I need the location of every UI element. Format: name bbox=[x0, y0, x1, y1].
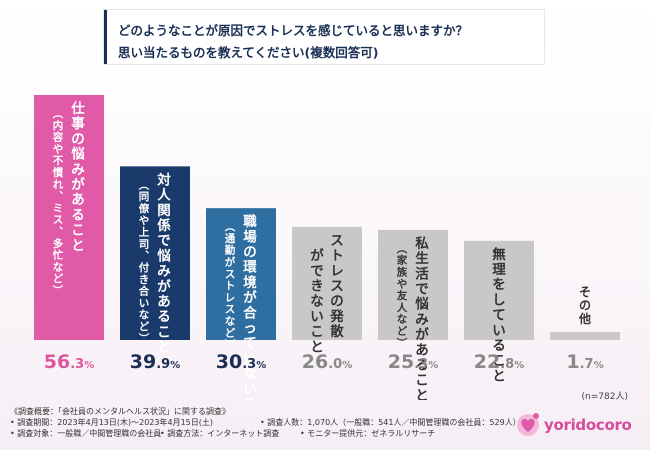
yoridocoro-logo: yoridocoro bbox=[514, 410, 644, 440]
title-box: どのようなことが原因でストレスを感じていると思いますか？ 思い当たるものを教えて… bbox=[104, 10, 544, 64]
bar-group-7: その他 1.7% bbox=[550, 285, 620, 373]
value-label-5: 25.3% bbox=[388, 351, 438, 373]
bar-label-7: その他 bbox=[578, 285, 591, 326]
bar-2 bbox=[120, 166, 190, 340]
footer-survey-count: • 調査人数：1,070人（一般職：541人／中間管理職の会社員：529人） bbox=[260, 418, 521, 427]
bar-label-5: 私生活で悩みがあること bbox=[415, 235, 429, 400]
value-label-2: 39.9% bbox=[130, 351, 180, 373]
bar-label-1: 仕事の悩みがあること bbox=[70, 100, 85, 254]
bar-group-3: 職場の環境が合っていないこと ︵通勤がストレスなど︶30.3% bbox=[206, 208, 276, 400]
chart-title-line-1: どのようなことが原因でストレスを感じていると思いますか？ bbox=[118, 23, 469, 38]
bar-sublabel-1: ︵内容や不慣れ︑ミス︑多忙など︶ bbox=[52, 108, 64, 297]
chart-title-line-2: 思い当たるものを教えてください(複数回答可) bbox=[118, 45, 379, 60]
value-label-1: 56.3% bbox=[44, 351, 94, 373]
bar-sublabel-2: ︵同僚や上司︑付き合いなど︶ bbox=[138, 179, 150, 344]
bar-3 bbox=[206, 208, 276, 340]
logo-text: yoridocoro bbox=[544, 416, 632, 434]
bar-4 bbox=[292, 226, 362, 340]
bar-6 bbox=[464, 240, 534, 340]
bar-5 bbox=[378, 229, 448, 340]
bar-label-6: 無理をしていること bbox=[492, 246, 506, 385]
bar-sublabel-3: ︵通勤がストレスなど︶ bbox=[224, 221, 236, 351]
bar-group-5: 私生活で悩みがあること ︵家族や友人など︶ 25.3% bbox=[378, 229, 448, 400]
bar-7 bbox=[550, 332, 620, 340]
value-label-6: 22.8% bbox=[474, 351, 524, 373]
bar-group-2: 対人関係で悩みがあること ︵同僚や上司︑付き合いなど︶ 39.9% bbox=[120, 166, 190, 373]
bar-label-4-line2: ができないこと bbox=[310, 247, 324, 355]
footer-survey-provider: • モニター提供元：ゼネラルリサーチ bbox=[300, 429, 436, 438]
value-label-3: 30.3% bbox=[216, 351, 266, 373]
footer-survey-title: 《調査概要：「会社員のメンタルヘルス状況」に関する調査》 bbox=[10, 407, 230, 416]
footer-survey-period: • 調査期間：2023年4月13日(木)〜2023年4月15日(土) bbox=[10, 418, 214, 427]
footer-survey-method: • 調査方法：インターネット調査 bbox=[160, 429, 280, 438]
bar-chart: 仕事の悩みがあること ︵内容や不慣れ︑ミス︑多忙など︶ 56.3% 対人関係で悩みがあ… bbox=[34, 95, 620, 400]
bar-1 bbox=[34, 95, 104, 340]
value-label-4: 26.0% bbox=[302, 351, 352, 373]
sample-size-label: (n=782人) bbox=[581, 392, 628, 402]
bar-label-2: 対人関係で悩みがあること bbox=[156, 171, 171, 355]
logo-heart-icon bbox=[517, 413, 539, 436]
footer-survey-target: • 調査対象：一般職／中間管理職の会社員 bbox=[10, 429, 162, 438]
survey-footer: 《調査概要：「会社員のメンタルヘルス状況」に関する調査》 • 調査期間：2023… bbox=[10, 406, 521, 439]
bar-sublabel-5: ︵家族や友人など︶ bbox=[396, 243, 408, 349]
bar-group-1: 仕事の悩みがあること ︵内容や不慣れ︑ミス︑多忙など︶ 56.3% bbox=[34, 95, 104, 373]
bar-label-4: ストレスの発散 bbox=[329, 233, 344, 340]
value-label-7: 1.7% bbox=[566, 351, 603, 373]
bar-label-3: 職場の環境が合っていないこと bbox=[243, 213, 257, 400]
title-accent bbox=[104, 10, 107, 64]
